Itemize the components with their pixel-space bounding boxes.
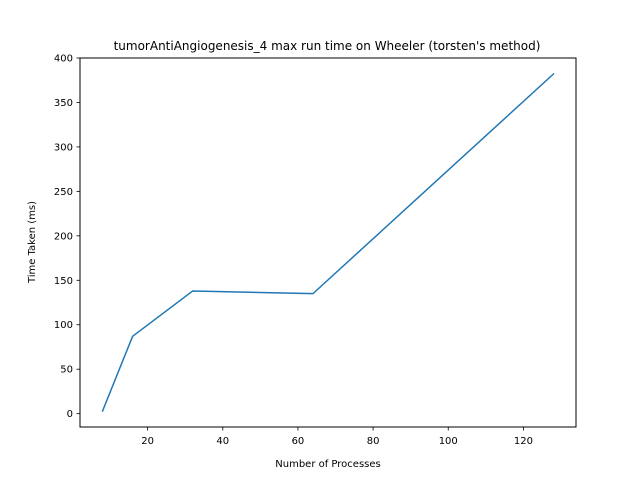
y-tick-label: 150 xyxy=(54,276,73,287)
y-tick-label: 200 xyxy=(54,231,73,242)
x-tick-label: 40 xyxy=(216,436,229,447)
x-tick-label: 80 xyxy=(367,436,380,447)
plot-area xyxy=(101,72,555,412)
y-tick-label: 50 xyxy=(60,365,73,376)
x-tick-label: 120 xyxy=(514,436,533,447)
y-tick-label: 350 xyxy=(54,98,73,109)
chart-title: tumorAntiAngiogenesis_4 max run time on … xyxy=(114,39,541,53)
x-tick-label: 60 xyxy=(292,436,305,447)
y-tick-label: 300 xyxy=(54,142,73,153)
y-tick-label: 250 xyxy=(54,187,73,198)
plot-frame xyxy=(79,57,577,428)
y-tick-label: 100 xyxy=(54,320,73,331)
x-axis-label: Number of Processes xyxy=(275,459,380,470)
x-tick-label: 20 xyxy=(141,436,154,447)
y-tick-label: 400 xyxy=(54,54,73,65)
y-tick-label: 0 xyxy=(67,409,73,420)
y-axis-ticks: 0 50 100 150 200 250 300 350 400 xyxy=(54,54,80,420)
x-tick-label: 100 xyxy=(439,436,458,447)
x-axis-ticks: 20 40 60 80 100 120 xyxy=(141,427,533,447)
y-axis-label: Time Taken (ms) xyxy=(27,201,38,284)
series-line xyxy=(101,72,555,412)
